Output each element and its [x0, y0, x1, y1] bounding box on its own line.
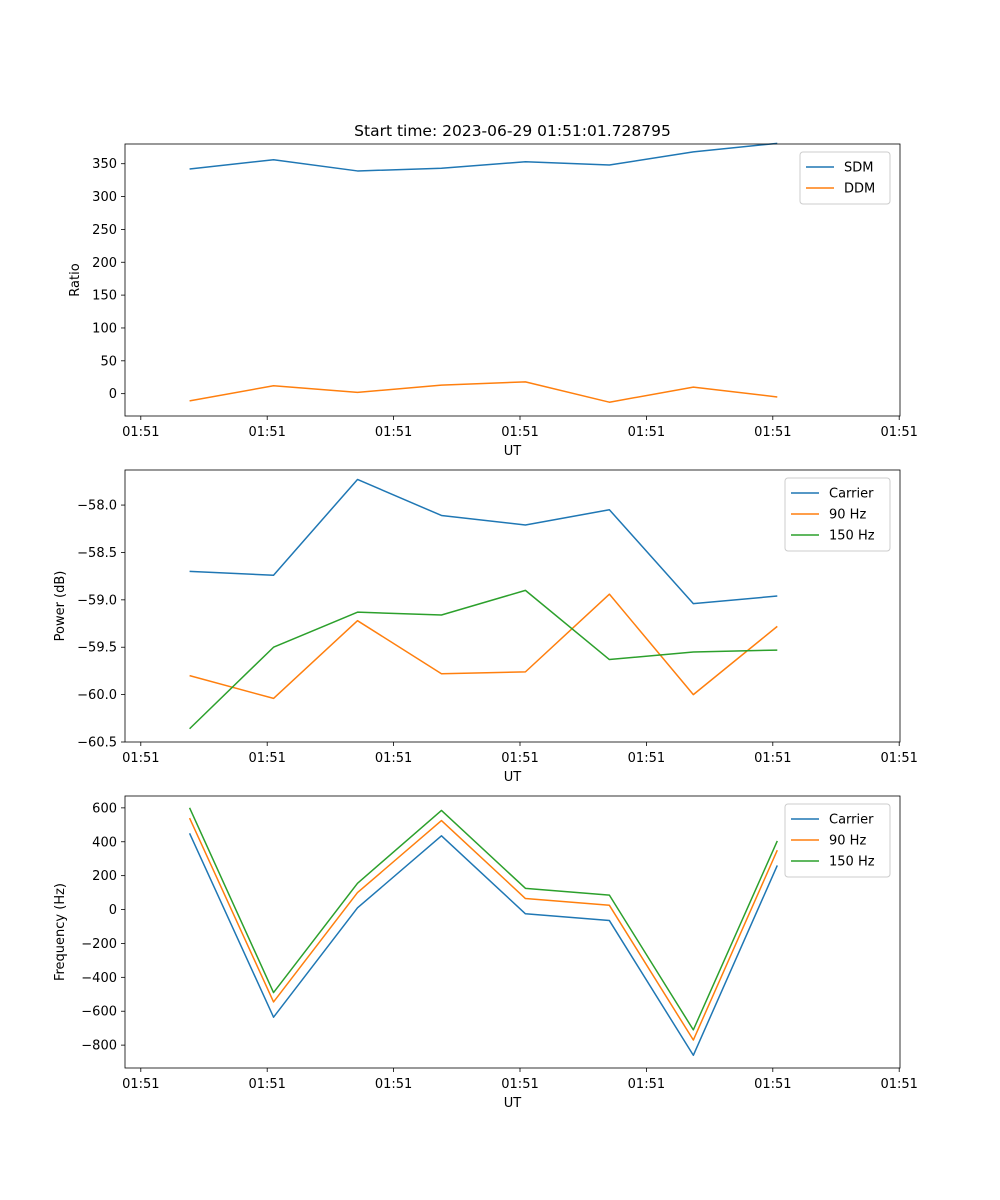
- x-tick-label: 01:51: [501, 1077, 538, 1092]
- series-line-90-hz: [188, 817, 778, 1041]
- chart-panel-3: 01:51 01:51 01:51 01:51 01:51 01:51 01:51 −800 −…: [53, 795, 918, 1111]
- legend-label: Carrier: [829, 487, 874, 502]
- x-tick-label: 01:51: [375, 1077, 412, 1092]
- legend-box: [784, 477, 891, 552]
- y-tick-label: −58.0: [77, 499, 117, 514]
- y-tick-label: 200: [92, 256, 117, 271]
- x-tick-label: 01:51: [501, 751, 538, 766]
- y-tick-label: 400: [92, 835, 117, 850]
- x-tick-label: 01:51: [880, 425, 917, 440]
- figure-title: Start time: 2023-06-29 01:51:01.728795: [354, 122, 671, 140]
- x-tick-label: 01:51: [248, 751, 285, 766]
- y-tick-label: −60.5: [77, 736, 117, 751]
- x-tick-label: 01:51: [122, 1077, 159, 1092]
- series-line-90-hz: [189, 593, 778, 700]
- panels: 01:51 01:51 01:51 01:51 01:51 01:51 01:51 0 50 10…: [53, 142, 918, 1111]
- x-axis-title: UT: [504, 444, 522, 459]
- y-tick-label: 300: [92, 190, 117, 205]
- series-line-150-hz: [188, 807, 778, 1031]
- y-tick-label: −60.0: [77, 688, 117, 703]
- x-tick-label: 01:51: [122, 425, 159, 440]
- x-tick-label: 01:51: [628, 751, 665, 766]
- x-tick-label: 01:51: [880, 751, 917, 766]
- axes-frame: [124, 795, 901, 1069]
- legend-box: [784, 803, 891, 878]
- x-tick-label: 01:51: [754, 751, 791, 766]
- x-tick-label: 01:51: [880, 1077, 917, 1092]
- x-tick-label: 01:51: [248, 425, 285, 440]
- axes-frame: [124, 143, 901, 417]
- x-tick-label: 01:51: [628, 425, 665, 440]
- y-tick-label: 150: [92, 289, 117, 304]
- y-tick-label: −59.0: [77, 593, 117, 608]
- y-tick-label: −400: [81, 971, 117, 986]
- y-tick-label: 50: [100, 354, 117, 369]
- x-axis-title: UT: [504, 770, 522, 785]
- x-tick-label: 01:51: [248, 1077, 285, 1092]
- series-line-ddm: [189, 381, 778, 403]
- legend-label: DDM: [844, 182, 875, 197]
- series-line-sdm: [189, 142, 778, 172]
- y-axis-title: Frequency (Hz): [53, 883, 68, 981]
- y-axis-title: Power (dB): [53, 571, 68, 642]
- legend: SDM DDM: [799, 151, 891, 205]
- series-line-carrier: [189, 478, 778, 605]
- series-line-150-hz: [189, 589, 778, 730]
- y-tick-label: −600: [81, 1005, 117, 1020]
- chart-panel-2: 01:51 01:51 01:51 01:51 01:51 01:51 01:51 −60.5…: [53, 469, 918, 785]
- y-tick-label: 100: [92, 321, 117, 336]
- y-tick-label: 600: [92, 801, 117, 816]
- legend: Carrier 90 Hz 150 Hz: [784, 803, 891, 878]
- legend: Carrier 90 Hz 150 Hz: [784, 477, 891, 552]
- y-tick-label: −58.5: [77, 546, 117, 561]
- legend-label: 90 Hz: [829, 508, 866, 523]
- x-axis-title: UT: [504, 1096, 522, 1111]
- x-tick-label: 01:51: [375, 751, 412, 766]
- x-tick-label: 01:51: [501, 425, 538, 440]
- legend-label: 90 Hz: [829, 834, 866, 849]
- x-tick-label: 01:51: [122, 751, 159, 766]
- legend-label: 150 Hz: [829, 529, 875, 544]
- legend-label: 150 Hz: [829, 855, 875, 870]
- y-tick-label: −59.5: [77, 641, 117, 656]
- x-tick-label: 01:51: [628, 1077, 665, 1092]
- y-tick-label: 0: [109, 387, 117, 402]
- series-line-carrier: [188, 832, 778, 1057]
- chart-panel-1: 01:51 01:51 01:51 01:51 01:51 01:51 01:51 0 50 10…: [68, 142, 918, 459]
- axes-frame: [124, 469, 901, 743]
- y-tick-label: 350: [92, 157, 117, 172]
- y-tick-label: −800: [81, 1039, 117, 1054]
- y-tick-label: 200: [92, 869, 117, 884]
- legend-label: Carrier: [829, 813, 874, 828]
- y-tick-label: 0: [109, 903, 117, 918]
- legend-label: SDM: [844, 161, 873, 176]
- y-axis-title: Ratio: [68, 263, 83, 296]
- x-tick-label: 01:51: [754, 1077, 791, 1092]
- x-tick-label: 01:51: [754, 425, 791, 440]
- legend-box: [799, 151, 891, 205]
- y-tick-label: 250: [92, 223, 117, 238]
- y-tick-label: −200: [81, 937, 117, 952]
- x-tick-label: 01:51: [375, 425, 412, 440]
